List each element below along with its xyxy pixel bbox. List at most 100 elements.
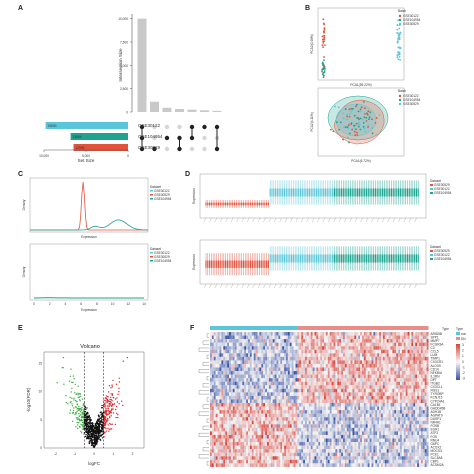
heatmap-cell bbox=[324, 417, 326, 421]
heatmap-cell bbox=[403, 417, 406, 421]
heatmap-cell bbox=[356, 385, 359, 389]
heatmap-cell bbox=[261, 427, 264, 432]
heatmap-cell bbox=[286, 378, 288, 382]
heatmap-cell bbox=[301, 367, 304, 372]
heatmap-cell bbox=[289, 392, 292, 396]
heatmap-cell bbox=[356, 395, 359, 400]
heatmap-cell bbox=[401, 339, 404, 343]
heatmap-cell bbox=[413, 403, 416, 407]
heatmap-cell bbox=[365, 349, 368, 354]
heatmap-cell bbox=[284, 335, 287, 340]
heatmap-cell bbox=[238, 332, 241, 336]
box-body bbox=[410, 254, 412, 263]
heatmap-cell bbox=[301, 335, 304, 340]
heatmap-cell bbox=[322, 381, 325, 386]
heatmap-cell bbox=[339, 356, 342, 361]
heatmap-cell bbox=[217, 353, 220, 357]
heatmap-cell bbox=[282, 392, 285, 396]
heatmap-cell bbox=[324, 427, 326, 432]
heatmap-cell bbox=[282, 388, 285, 393]
volcano-point bbox=[72, 381, 74, 384]
heatmap-cell bbox=[407, 378, 410, 382]
volcano-point bbox=[103, 432, 106, 434]
set-name: GSE30529 bbox=[138, 145, 161, 150]
heatmap-cell bbox=[343, 410, 345, 414]
heatmap-cell bbox=[316, 395, 319, 400]
heatmap-cell bbox=[367, 403, 370, 407]
heatmap-cell bbox=[405, 367, 408, 372]
heatmap-cell bbox=[215, 388, 218, 393]
heatmap-cell bbox=[286, 424, 288, 428]
heatmap-cell bbox=[291, 349, 294, 354]
heatmap-cell bbox=[335, 335, 338, 340]
heatmap-cell bbox=[363, 349, 366, 354]
heatmap-cell bbox=[403, 385, 406, 389]
volcano-point bbox=[90, 435, 92, 438]
heatmap-cell bbox=[225, 385, 228, 389]
box-body bbox=[283, 254, 286, 263]
heatmap-cell bbox=[316, 403, 319, 407]
box-body bbox=[387, 254, 389, 263]
heatmap-cell bbox=[339, 392, 342, 396]
heatmap-cell bbox=[363, 353, 366, 357]
heatmap-cell bbox=[360, 388, 363, 393]
heatmap-cell bbox=[384, 374, 387, 379]
volcano-point bbox=[71, 405, 74, 407]
heatmap-cell bbox=[289, 406, 292, 411]
heatmap-cell bbox=[400, 339, 402, 343]
heatmap-cell bbox=[215, 356, 218, 361]
heatmap-cell bbox=[223, 346, 226, 350]
heatmap-cell bbox=[337, 410, 340, 414]
heatmap-cell bbox=[244, 399, 247, 404]
heatmap-cell bbox=[384, 395, 387, 400]
heatmap-cell bbox=[278, 356, 281, 361]
heatmap-cell bbox=[337, 406, 340, 411]
heatmap-cell bbox=[287, 335, 290, 340]
heatmap-cell bbox=[375, 420, 378, 425]
heatmap-cell bbox=[299, 385, 302, 389]
heatmap-cell bbox=[293, 378, 296, 382]
heatmap-cell bbox=[394, 381, 397, 386]
heatmap-cell bbox=[293, 360, 296, 364]
box-body bbox=[276, 188, 278, 197]
heatmap-cell bbox=[343, 349, 345, 354]
heatmap-cell bbox=[293, 420, 296, 425]
heatmap-cell bbox=[210, 427, 212, 432]
box-xtick bbox=[263, 217, 266, 223]
heatmap-cell bbox=[318, 410, 321, 414]
heatmap-cell bbox=[407, 417, 410, 421]
heatmap-cell bbox=[417, 371, 420, 375]
heatmap-cell bbox=[419, 388, 421, 393]
heatmap-cell bbox=[232, 406, 235, 411]
volcano-point bbox=[86, 407, 88, 409]
heatmap-cell bbox=[384, 342, 387, 347]
heatmap-cell bbox=[232, 410, 235, 414]
heatmap-cell bbox=[251, 420, 254, 425]
heatmap-cell bbox=[419, 349, 421, 354]
box-body bbox=[214, 260, 216, 268]
heatmap-cell bbox=[318, 335, 321, 340]
heatmap-cell bbox=[415, 346, 418, 350]
heatmap-cell bbox=[295, 363, 298, 368]
heatmap-cell bbox=[306, 381, 309, 386]
heatmap-cell bbox=[335, 417, 338, 421]
heatmap-cell bbox=[221, 360, 224, 364]
heatmap-cell bbox=[371, 363, 374, 368]
heatmap-cell bbox=[270, 349, 273, 354]
heatmap-cell bbox=[306, 356, 309, 361]
heatmap-cell bbox=[229, 424, 231, 428]
heatmap-cell bbox=[424, 356, 427, 361]
heatmap-cell bbox=[314, 410, 317, 414]
box-body bbox=[255, 260, 257, 268]
heatmap-cell bbox=[221, 424, 224, 428]
heatmap-cell bbox=[411, 346, 414, 350]
heatmap-cell bbox=[272, 427, 275, 432]
heatmap-cell bbox=[280, 427, 283, 432]
heatmap-cell bbox=[348, 410, 351, 414]
heatmap-cell bbox=[403, 374, 406, 379]
heatmap-cell bbox=[210, 424, 212, 428]
heatmap-cell bbox=[363, 424, 366, 428]
heatmap-cell bbox=[400, 399, 402, 404]
volcano-point bbox=[110, 402, 112, 404]
heatmap-cell bbox=[354, 346, 357, 350]
